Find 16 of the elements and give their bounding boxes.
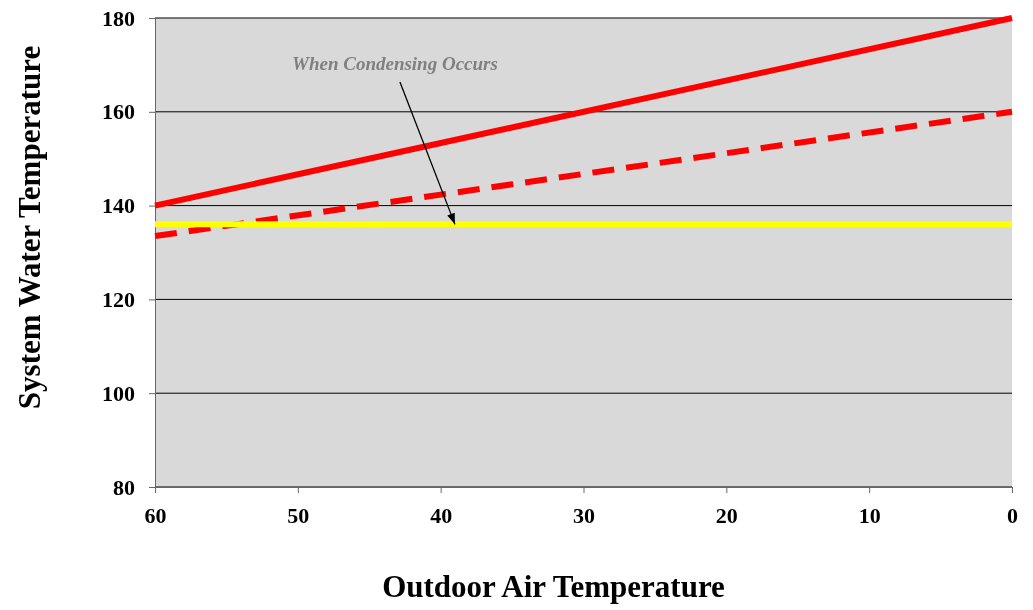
y-tick-label: 180 — [102, 5, 135, 31]
x-tick-label: 30 — [573, 502, 595, 528]
y-tick-label: 120 — [102, 286, 135, 312]
x-tick-label: 60 — [144, 502, 167, 528]
y-tick-label: 160 — [102, 99, 135, 125]
x-tick-label: 40 — [430, 502, 453, 528]
x-tick-label: 10 — [858, 502, 881, 528]
y-tick-label: 80 — [113, 474, 135, 500]
x-tick-label: 0 — [1007, 502, 1018, 528]
y-tick-label: 100 — [102, 380, 135, 406]
x-axis-title: Outdoor Air Temperature — [382, 569, 725, 604]
annotation: When Condensing Occurs — [292, 53, 498, 74]
y-axis-title: System Water Temperature — [12, 45, 47, 410]
x-tick-label: 50 — [287, 502, 310, 528]
y-tick-label: 140 — [102, 193, 135, 219]
x-tick-label: 20 — [715, 502, 738, 528]
